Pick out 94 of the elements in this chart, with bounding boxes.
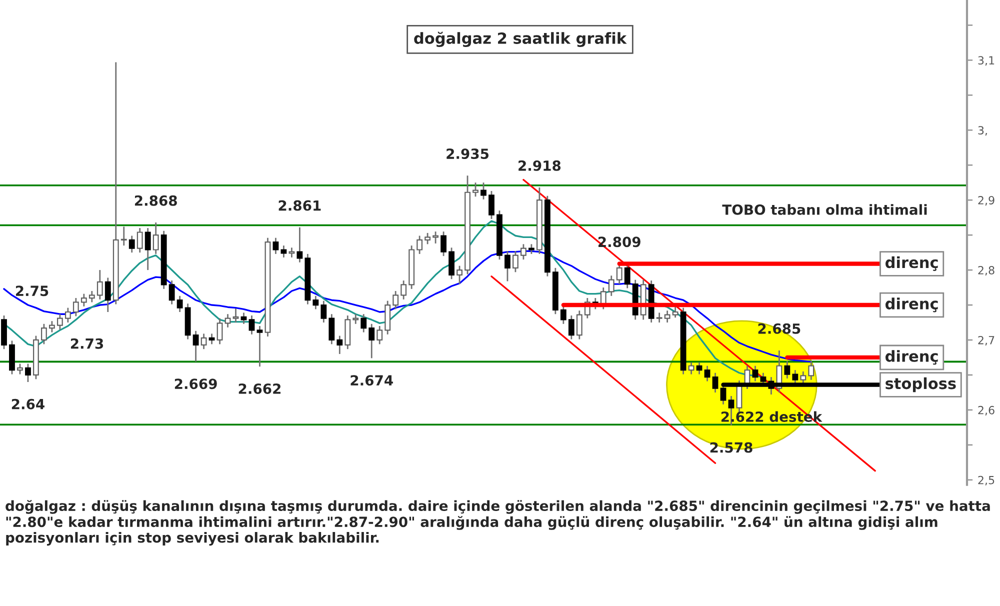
candlestick [224,313,231,328]
candlestick [576,310,582,340]
y-tick-label: 2,6 [978,406,994,416]
y-tick-label: 3, [978,126,987,136]
annotation: 2.868 [134,195,177,206]
candlestick [424,232,431,245]
candlestick [688,362,694,375]
candlestick [608,274,614,297]
candlestick [41,323,47,345]
candlestick [472,182,478,198]
candlestick [376,325,383,345]
candlestick [17,363,23,375]
y-tick-label: 2,7 [978,336,994,346]
candlestick [312,295,319,310]
candlestick [784,360,790,380]
ref-line-label: direnç [885,256,938,271]
candlestick [560,305,566,325]
text: doğalgaz 2 saatlik grafik [414,32,627,48]
y-tick-label: 2,5 [978,476,994,486]
candlestick [120,226,127,246]
candlestick [192,330,199,362]
candlestick [25,363,31,383]
candlestick [568,314,574,340]
annotation: 2.669 [174,378,217,390]
candlestick [504,250,510,282]
annotation: 2.935 [446,148,489,160]
candlestick [416,235,423,255]
candlestick [392,290,399,310]
candlestick [456,265,462,285]
ref-line-label: stoploss [886,377,956,392]
candlestick [448,246,454,280]
candlestick [440,230,446,257]
candlestick [200,333,207,350]
candlestick [248,314,255,336]
annotation: 2.674 [350,375,393,386]
candlestick [88,290,95,303]
candlestick [664,310,670,324]
candlestick [208,333,215,345]
annotation: TOBO tabanı olma ihtimali [722,204,927,215]
candlestick [432,230,438,244]
ref-line-label: direnç [885,298,938,312]
annotation: 2.809 [598,236,640,248]
candlestick [64,307,71,324]
candlestick [320,300,327,324]
candlestick [704,365,710,382]
candlestick [168,280,175,306]
y-tick-label: 2,8 [978,266,994,276]
candlestick [240,312,247,325]
candlestick [272,237,279,255]
candlestick [336,335,343,355]
candlestick [96,269,103,300]
candlestick [808,360,814,381]
candlestick [152,222,159,255]
annotation: 2.861 [278,200,321,211]
candlestick [128,235,135,254]
candlestick [520,243,526,260]
ref-line-label: direnç [885,350,938,365]
candlestick [400,280,407,300]
candlestick [352,313,359,325]
candlestick [528,243,534,255]
candlestick [176,295,183,313]
candlestick [104,277,111,313]
candlestick [360,313,367,333]
candlestick [136,227,143,254]
candlestick [256,325,263,368]
candlestick [696,362,702,375]
annotation: 2.75 [16,286,48,296]
candlestick [288,246,295,258]
candlestick [144,227,151,271]
candlestick [712,372,718,394]
candlestick [512,250,518,273]
candlestick [280,244,287,258]
candlestick [72,297,79,317]
candlestick [368,323,375,359]
candlestick [624,263,630,289]
candlestick [656,312,662,324]
candlestick [80,293,87,308]
candlestick [488,190,494,220]
candlestick [232,308,239,324]
candlestick [616,263,622,285]
candlestick [328,313,335,345]
y-tick-label: 2,9 [978,196,994,206]
candlestick [56,313,63,330]
candlestick [296,226,303,264]
annotation: 2.73 [70,338,104,349]
annotation: 2.918 [518,160,561,171]
candlestick [800,370,806,385]
text: doğalgaz : düşüş kanalının dışına taşmış durumda. daire içinde gösterilen alanda "2.685" direncinin geçilmesi "2.75" ve hatta "2.80"e kadar tırmanma ihtimalini artırır."2.87-2.90" aralığında daha güçlü direnç oluşabilir. "2.64" ün altına gidişi alım pozisyonları için stop seviyesi olarak bakılabilir. [6,500,990,546]
annotation: 2.64 [12,398,44,410]
y-tick-label: 3,1 [978,56,994,66]
candlestick [216,318,223,345]
candlestick [48,320,55,333]
annotation: 2.662 [238,383,280,394]
candlestick [480,182,486,200]
